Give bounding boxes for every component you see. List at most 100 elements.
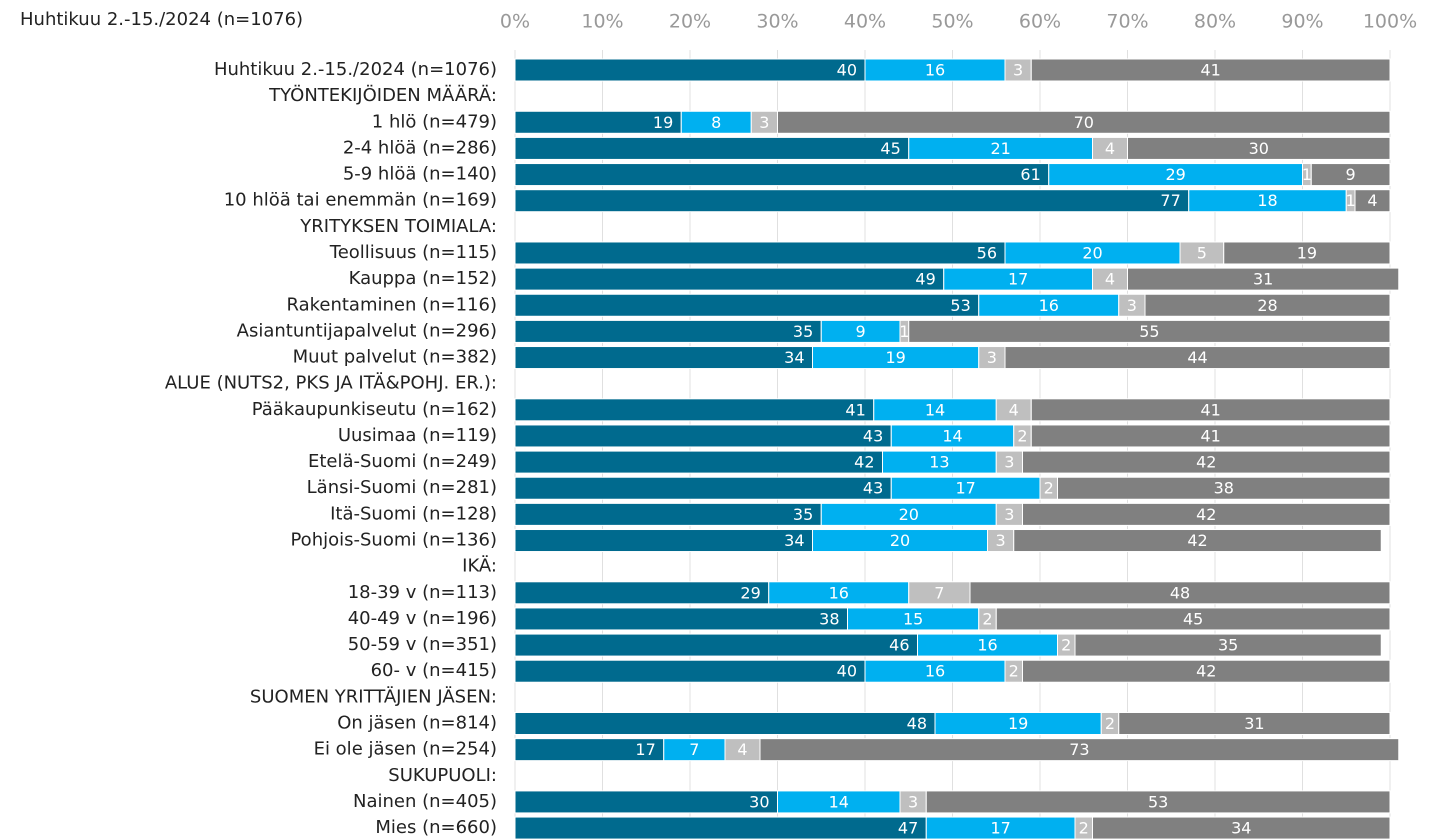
bar-segment <box>514 476 892 500</box>
category-label: Itä-Suomi (n=128) <box>330 503 497 524</box>
bar-segment <box>514 267 945 291</box>
bar-segment <box>925 790 1391 814</box>
value-label: 35 <box>1218 636 1238 655</box>
value-label: 18 <box>1257 191 1277 210</box>
value-label: 41 <box>1200 400 1220 419</box>
value-label: 38 <box>819 609 839 628</box>
bar-segment <box>514 633 918 657</box>
category-label: 40-49 v (n=196) <box>348 608 497 629</box>
value-label: 7 <box>689 740 699 759</box>
bar-segment <box>514 319 822 343</box>
bar-segment <box>1022 450 1391 474</box>
category-label: Teollisuus (n=115) <box>329 242 497 263</box>
value-label: 28 <box>1257 296 1277 315</box>
bar-segment <box>514 136 910 160</box>
x-tick-label: 50% <box>931 11 973 33</box>
bar-segment <box>514 163 1050 187</box>
value-label: 1 <box>899 322 909 341</box>
x-tick-label: 40% <box>844 11 886 33</box>
value-label: 14 <box>925 400 945 419</box>
value-label: 14 <box>829 792 849 811</box>
value-label: 44 <box>1187 348 1207 367</box>
bar-segment <box>1354 189 1391 213</box>
value-label: 70 <box>1074 113 1094 132</box>
bar-segment <box>1092 816 1391 839</box>
value-label: 2 <box>1061 636 1071 655</box>
x-tick-label: 30% <box>756 11 798 33</box>
bar-segment <box>1127 267 1400 291</box>
value-label: 34 <box>784 348 804 367</box>
value-label: 73 <box>1069 740 1089 759</box>
value-label: 3 <box>908 792 918 811</box>
x-tick-label: 60% <box>1019 11 1061 33</box>
category-label: Uusimaa (n=119) <box>338 425 497 446</box>
bar-segment <box>514 790 778 814</box>
value-label: 42 <box>1196 505 1216 524</box>
bar-segment <box>1074 633 1382 657</box>
value-label: 29 <box>1165 165 1185 184</box>
bar-segment <box>514 816 927 839</box>
category-label: Pohjois-Suomi (n=136) <box>290 530 497 551</box>
value-label: 4 <box>1367 191 1377 210</box>
value-label: 8 <box>711 113 721 132</box>
value-label: 41 <box>1200 61 1220 80</box>
value-label: 21 <box>990 139 1010 158</box>
value-label: 14 <box>942 426 962 445</box>
category-label: Rakentaminen (n=116) <box>286 294 497 315</box>
category-label: Länsi-Suomi (n=281) <box>307 477 497 498</box>
value-label: 43 <box>863 479 883 498</box>
category-label: 10 hlöä tai enemmän (n=169) <box>224 190 497 211</box>
value-label: 42 <box>1196 453 1216 472</box>
bar-segment <box>1118 712 1391 735</box>
value-label: 2 <box>1009 662 1019 681</box>
bar-segment <box>1127 136 1391 160</box>
value-label: 2 <box>982 609 992 628</box>
value-label: 42 <box>1196 662 1216 681</box>
value-label: 3 <box>1127 296 1137 315</box>
category-label: 50-59 v (n=351) <box>348 634 497 655</box>
category-label: YRITYKSEN TOIMIALA: <box>299 216 497 237</box>
category-label: Kauppa (n=152) <box>349 268 497 289</box>
bar-segment <box>1004 346 1391 370</box>
bar-segment <box>759 738 1400 762</box>
value-label: 31 <box>1244 714 1264 733</box>
x-tick-label: 100% <box>1363 11 1417 33</box>
value-label: 4 <box>1105 270 1115 289</box>
value-label: 43 <box>863 426 883 445</box>
category-label: 2-4 hlöä (n=286) <box>343 137 497 158</box>
value-label: 30 <box>1249 139 1269 158</box>
value-label: 61 <box>1020 165 1040 184</box>
bar-segment <box>1022 659 1391 683</box>
value-label: 3 <box>759 113 769 132</box>
value-label: 53 <box>950 296 970 315</box>
bar-segment <box>1030 398 1391 422</box>
bar-segment <box>514 581 770 605</box>
x-tick-label: 0% <box>500 11 530 33</box>
bar-segment <box>514 659 866 683</box>
value-label: 7 <box>934 583 944 602</box>
value-label: 1 <box>1302 165 1312 184</box>
category-label: 60- v (n=415) <box>371 660 497 681</box>
value-label: 38 <box>1214 479 1234 498</box>
value-label: 19 <box>1297 243 1317 262</box>
bar-segment <box>1030 424 1391 448</box>
x-tick-label: 80% <box>1194 11 1236 33</box>
value-label: 2 <box>1105 714 1115 733</box>
value-label: 42 <box>1187 531 1207 550</box>
value-label: 41 <box>845 400 865 419</box>
value-label: 53 <box>1148 792 1168 811</box>
category-label: SUKUPUOLI: <box>388 765 497 786</box>
value-label: 3 <box>1004 505 1014 524</box>
value-label: 45 <box>880 139 900 158</box>
value-label: 29 <box>740 583 760 602</box>
value-label: 17 <box>990 819 1010 838</box>
category-label: SUOMEN YRITTÄJIEN JÄSEN: <box>250 686 497 707</box>
x-tick-label: 20% <box>669 11 711 33</box>
value-label: 15 <box>903 609 923 628</box>
value-label: 31 <box>1253 270 1273 289</box>
bar-segment <box>1013 529 1382 553</box>
value-label: 16 <box>977 636 997 655</box>
value-label: 17 <box>635 740 655 759</box>
value-label: 48 <box>1170 583 1190 602</box>
